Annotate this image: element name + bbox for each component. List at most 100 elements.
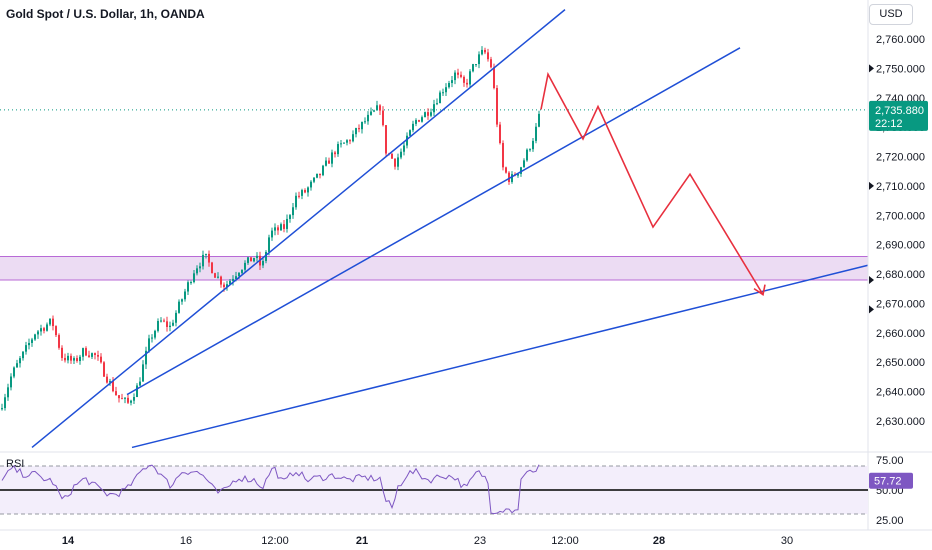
candle-body	[187, 282, 189, 292]
candle-up	[454, 70, 456, 85]
candle-up	[109, 378, 111, 386]
candle-body	[325, 160, 327, 166]
candle-body	[427, 112, 429, 116]
candle-body	[199, 266, 201, 269]
candle-up	[373, 109, 375, 113]
candle-body	[460, 74, 462, 77]
candle-up	[295, 192, 297, 210]
candle-up	[28, 338, 30, 350]
candle-up	[37, 330, 39, 339]
candle-body	[478, 54, 480, 65]
candle-body	[211, 262, 213, 274]
candle-body	[73, 358, 75, 361]
price-tick-label: 2,650.000	[876, 357, 925, 369]
candle-body	[250, 257, 252, 262]
candle-up	[142, 360, 144, 382]
candle-body	[523, 160, 525, 168]
candle-up	[412, 120, 414, 133]
candle-body	[244, 262, 246, 270]
candle-up	[313, 177, 315, 184]
candle-body	[118, 395, 120, 399]
candle-down	[496, 85, 498, 128]
candle-down	[112, 376, 114, 393]
candle-down	[382, 106, 384, 127]
candle-up	[529, 148, 531, 152]
candle-body	[97, 354, 99, 357]
candle-body	[457, 72, 459, 75]
candle-up	[151, 334, 153, 343]
price-tick-label: 2,710.000	[876, 181, 925, 193]
candle-down	[460, 71, 462, 79]
candle-body	[394, 158, 396, 167]
candle-up	[79, 354, 81, 365]
candle-up	[25, 341, 27, 355]
candle-up	[280, 222, 282, 231]
candle-up	[337, 141, 339, 157]
candle-down	[55, 325, 57, 337]
candle-up	[19, 355, 21, 368]
candle-body	[535, 126, 537, 141]
candle-up	[31, 337, 33, 347]
candle-up	[367, 111, 369, 125]
candle-down	[115, 386, 117, 396]
candle-body	[502, 143, 504, 168]
candle-up	[187, 280, 189, 296]
candle-up	[193, 269, 195, 284]
candle-body	[241, 269, 243, 273]
candle-up	[274, 223, 276, 236]
time-tick-label: 16	[180, 535, 192, 547]
candle-up	[307, 186, 309, 197]
candle-body	[496, 88, 498, 125]
candle-up	[13, 366, 15, 379]
candle-body	[193, 273, 195, 283]
candle-body	[154, 330, 156, 338]
currency-button[interactable]: USD	[869, 4, 913, 25]
candle-down	[484, 47, 486, 55]
last-price-badge	[869, 100, 928, 131]
candle-body	[463, 76, 465, 83]
candle-up	[442, 88, 444, 97]
candle-body	[106, 376, 108, 383]
candle-body	[124, 397, 126, 399]
price-tick-label: 2,680.000	[876, 269, 925, 281]
candle-up	[148, 334, 150, 353]
candle-body	[64, 357, 66, 361]
candle-body	[421, 117, 423, 122]
candle-body	[436, 103, 438, 105]
resistance-zone	[0, 256, 868, 280]
candle-body	[505, 167, 507, 173]
candle-body	[517, 173, 519, 176]
candle-up	[262, 257, 264, 269]
candle-body	[508, 172, 510, 182]
candle-down	[277, 225, 279, 235]
candle-down	[61, 345, 63, 361]
candle-body	[391, 154, 393, 159]
projection-path	[540, 71, 764, 296]
candle-up	[40, 324, 42, 336]
candle-body	[415, 120, 417, 124]
candle-up	[430, 108, 432, 118]
candle-up	[46, 322, 48, 332]
candle-body	[226, 284, 228, 288]
candle-up	[136, 383, 138, 398]
candle-body	[364, 121, 366, 123]
time-tick-label: 30	[781, 535, 793, 547]
candle-up	[181, 298, 183, 305]
candle-up	[124, 396, 126, 404]
candle-body	[448, 83, 450, 88]
candle-body	[346, 140, 348, 143]
candle-up	[421, 115, 423, 123]
price-tick-label: 2,660.000	[876, 328, 925, 340]
candle-body	[181, 299, 183, 302]
candle-body	[7, 387, 9, 398]
price-tick-label: 2,640.000	[876, 387, 925, 399]
candle-body	[412, 123, 414, 131]
candle-body	[121, 398, 123, 400]
candle-body	[280, 224, 282, 231]
countdown-label: 22:12	[875, 118, 903, 130]
candle-body	[247, 257, 249, 263]
candle-down	[358, 124, 360, 133]
candle-up	[523, 158, 525, 168]
candle-body	[343, 142, 345, 144]
